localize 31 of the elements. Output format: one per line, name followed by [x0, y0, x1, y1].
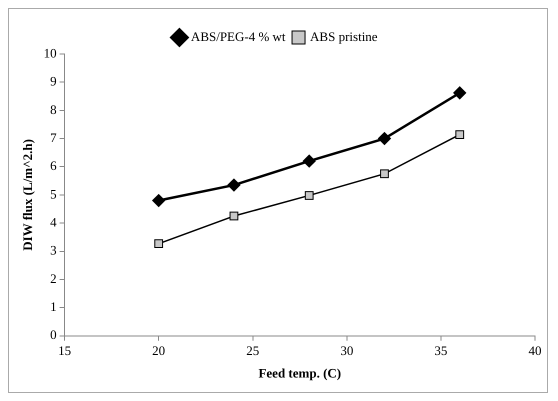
y-tick-label: 1	[50, 299, 57, 314]
legend-label: ABS/PEG-4 % wt	[190, 28, 286, 44]
point	[230, 212, 238, 220]
x-tick-label: 20	[152, 343, 166, 358]
y-axis-title: DIW flux (L/m^2.h)	[20, 139, 36, 251]
point	[154, 239, 164, 248]
y-tick-label: 9	[50, 74, 57, 89]
x-tick-label: 35	[434, 343, 448, 358]
x-tick-label: 30	[340, 343, 354, 358]
y-tick-label: 10	[44, 45, 57, 60]
legend-label: ABS pristine	[310, 28, 378, 44]
y-tick-label: 2	[50, 270, 57, 286]
x-tick-label: 15	[58, 343, 72, 358]
point	[227, 178, 240, 192]
point	[453, 86, 466, 100]
point	[152, 194, 166, 208]
point	[378, 132, 391, 146]
point	[302, 154, 316, 168]
y-tick-label: 7	[50, 130, 58, 145]
y-tick-label: 0	[50, 327, 57, 342]
y-tick-label: 4	[50, 214, 58, 230]
y-tick-label: 3	[50, 242, 57, 258]
point	[455, 130, 464, 139]
point	[304, 191, 314, 200]
y-tick-label: 5	[50, 186, 57, 202]
x-axis-title: Feed temp. (C)	[258, 366, 342, 381]
y-tick-label: 6	[50, 158, 58, 174]
x-tick-label: 40	[528, 343, 542, 358]
y-tick-label: 8	[50, 102, 57, 117]
x-tick-label: 25	[246, 343, 260, 358]
point	[380, 169, 389, 178]
